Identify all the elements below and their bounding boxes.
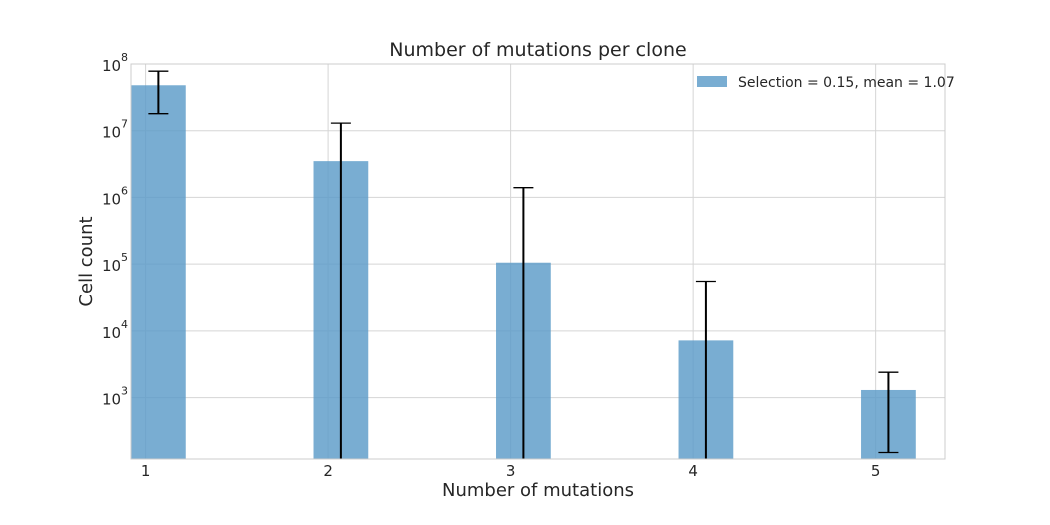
chart-title: Number of mutations per clone <box>389 39 686 61</box>
error-bar <box>513 187 534 459</box>
error-bar <box>148 70 169 115</box>
y-tick-label: 10 5 <box>102 251 128 275</box>
x-ticks: 1 2 3 4 5 <box>141 462 881 480</box>
bar <box>131 85 186 459</box>
y-tick-label: 10 7 <box>102 118 128 142</box>
x-tick-label: 3 <box>506 462 516 480</box>
error-bar <box>330 122 351 459</box>
y-tick-exponent: 4 <box>121 318 128 331</box>
y-tick-base: 10 <box>102 124 121 142</box>
y-tick-exponent: 8 <box>121 51 128 64</box>
error-bar <box>695 280 716 459</box>
y-tick-base: 10 <box>102 57 121 75</box>
x-tick-label: 2 <box>323 462 333 480</box>
y-tick-base: 10 <box>102 324 121 342</box>
legend-swatch <box>697 76 727 87</box>
y-tick-base: 10 <box>102 391 121 409</box>
y-tick-exponent: 3 <box>121 385 128 398</box>
y-tick-label: 10 4 <box>102 318 128 342</box>
y-tick-exponent: 7 <box>121 118 128 131</box>
x-tick-label: 1 <box>141 462 151 480</box>
error-bars <box>148 70 899 459</box>
y-tick-label: 10 8 <box>102 51 128 75</box>
x-tick-label: 5 <box>871 462 881 480</box>
legend-label: Selection = 0.15, mean = 1.07 <box>738 75 955 91</box>
y-axis-label: Cell count <box>76 216 97 306</box>
y-tick-base: 10 <box>102 190 121 208</box>
legend: Selection = 0.15, mean = 1.07 <box>697 75 955 91</box>
y-tick-exponent: 6 <box>121 184 128 197</box>
y-tick-base: 10 <box>102 257 121 275</box>
plot-frame <box>130 63 946 460</box>
y-tick-exponent: 5 <box>121 251 128 264</box>
y-tick-label: 10 6 <box>102 184 128 208</box>
y-tick-label: 10 3 <box>102 385 128 409</box>
x-axis-label: Number of mutations <box>442 480 634 501</box>
x-tick-label: 4 <box>688 462 698 480</box>
error-bar <box>878 371 899 454</box>
